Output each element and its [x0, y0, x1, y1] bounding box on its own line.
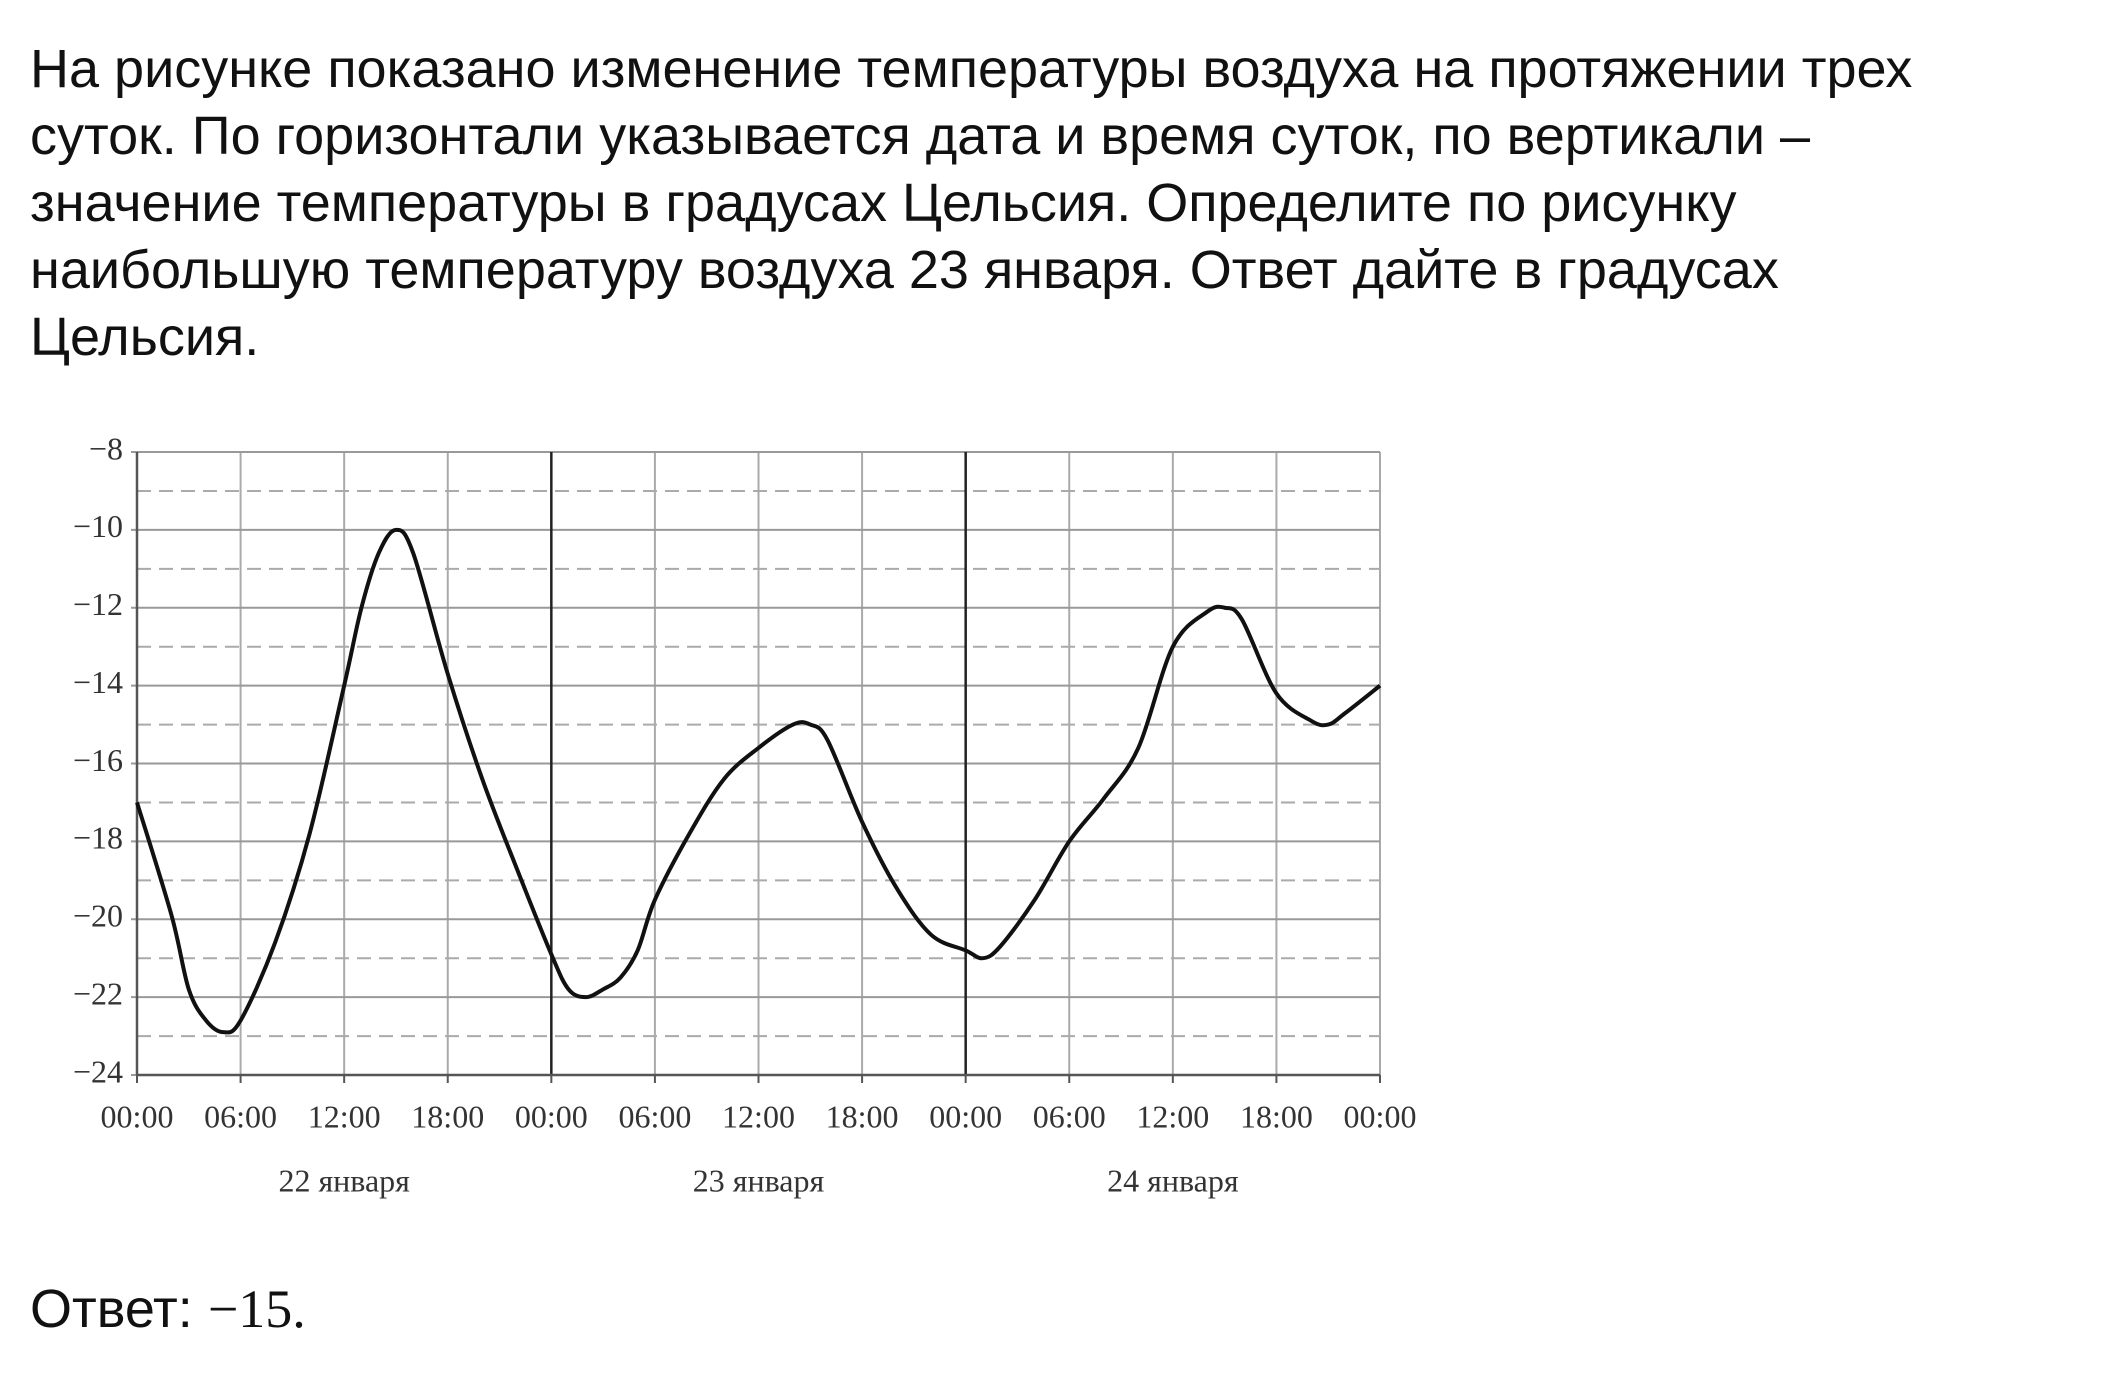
day-label: 24 января [1107, 1162, 1239, 1198]
x-tick-label: 18:00 [1240, 1098, 1313, 1134]
y-tick-label: −12 [73, 586, 123, 622]
y-tick-label: −20 [73, 898, 123, 934]
y-tick-label: −10 [73, 508, 123, 544]
question-line: наибольшую температуру воздуха 23 января… [30, 240, 1779, 300]
y-tick-label: −8 [89, 430, 123, 466]
day-label: 23 января [693, 1162, 825, 1198]
x-tick-label: 00:00 [929, 1098, 1002, 1134]
answer: Ответ: −15. [30, 1278, 306, 1340]
x-tick-label: 18:00 [411, 1098, 484, 1134]
x-tick-label: 12:00 [722, 1098, 795, 1134]
x-tick-label: 00:00 [101, 1098, 174, 1134]
x-tick-label: 06:00 [204, 1098, 277, 1134]
x-tick-label: 06:00 [618, 1098, 691, 1134]
answer-value: −15. [207, 1279, 306, 1339]
y-tick-label: −16 [73, 742, 123, 778]
answer-label: Ответ: [30, 1279, 193, 1339]
x-tick-label: 06:00 [1033, 1098, 1106, 1134]
y-tick-label: −24 [73, 1053, 123, 1089]
y-tick-label: −14 [73, 664, 123, 700]
question: На рисунке показано изменение температур… [30, 36, 1912, 371]
y-tick-label: −22 [73, 975, 123, 1011]
y-tick-label: −18 [73, 820, 123, 856]
question-line: значение температуры в градусах Цельсия.… [30, 173, 1737, 233]
x-tick-label: 12:00 [1136, 1098, 1209, 1134]
x-tick-label: 00:00 [515, 1098, 588, 1134]
x-tick-label: 00:00 [1344, 1098, 1417, 1134]
x-tick-label: 18:00 [826, 1098, 899, 1134]
question-line: На рисунке показано изменение температур… [30, 39, 1913, 99]
day-label: 22 января [278, 1162, 410, 1198]
question-line: Цельсия. [30, 307, 260, 367]
question-line: суток. По горизонтали указывается дата и… [30, 106, 1811, 166]
x-tick-label: 12:00 [308, 1098, 381, 1134]
temperature-line [135, 527, 1382, 1035]
